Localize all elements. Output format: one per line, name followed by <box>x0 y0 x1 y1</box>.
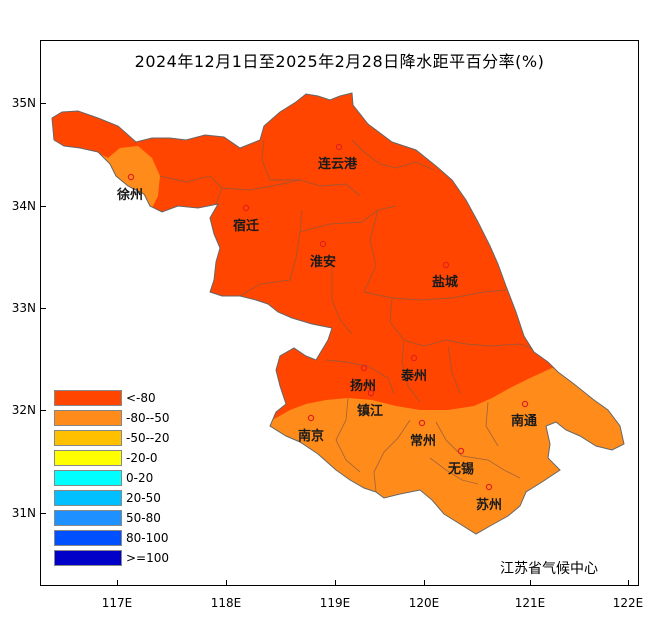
x-tick <box>117 580 118 586</box>
city-label-nanjing: 南京 <box>298 429 325 444</box>
legend-label: -80--50 <box>126 411 170 425</box>
y-tick-label: 31N <box>11 506 36 520</box>
legend-swatch <box>54 510 122 526</box>
city-label-yancheng: 盐城 <box>432 275 459 290</box>
y-tick <box>40 206 46 207</box>
y-tick-label: 33N <box>11 301 36 315</box>
city-marker <box>335 143 343 151</box>
city-label-changzhou: 常州 <box>410 434 437 449</box>
y-tick <box>40 410 46 411</box>
legend-swatch <box>54 490 122 506</box>
y-tick-label: 34N <box>11 199 36 213</box>
city-marker <box>418 419 426 427</box>
y-tick <box>40 513 46 514</box>
legend-swatch <box>54 470 122 486</box>
city-label-xuzhou: 徐州 <box>117 188 144 203</box>
legend-label: -50--20 <box>126 431 170 445</box>
y-tick-label: 35N <box>11 96 36 110</box>
city-label-suzhou: 苏州 <box>476 498 503 513</box>
legend-swatch <box>54 550 122 566</box>
x-tick <box>424 580 425 586</box>
city-marker <box>521 400 529 408</box>
legend-label: >=100 <box>126 551 170 565</box>
city-marker <box>410 354 418 362</box>
city-label-nantong: 南通 <box>511 414 538 429</box>
city-marker <box>367 389 375 397</box>
map-title: 2024年12月1日至2025年2月28日降水距平百分率(%) <box>134 52 545 71</box>
x-tick-label: 121E <box>514 596 546 610</box>
x-tick-label: 120E <box>408 596 440 610</box>
y-tick-label: 32N <box>11 403 36 417</box>
legend-label: 20-50 <box>126 491 161 505</box>
y-tick <box>40 103 46 104</box>
legend-label: 50-80 <box>126 511 161 525</box>
x-tick <box>628 580 629 586</box>
city-marker <box>127 173 135 181</box>
city-marker <box>442 261 450 269</box>
x-tick <box>335 580 336 586</box>
city-label-suqian: 宿迁 <box>233 219 260 234</box>
x-tick <box>226 580 227 586</box>
city-label-taizhou: 泰州 <box>401 369 428 384</box>
city-label-yangzhou: 扬州 <box>350 379 377 394</box>
legend-label: <-80 <box>126 391 156 405</box>
city-marker <box>457 447 465 455</box>
legend-swatch <box>54 450 122 466</box>
legend-swatch <box>54 530 122 546</box>
city-label-zhenjiang: 镇江 <box>357 404 384 419</box>
x-tick-label: 117E <box>101 596 133 610</box>
y-tick <box>40 308 46 309</box>
x-tick-label: 122E <box>612 596 644 610</box>
city-marker <box>319 240 327 248</box>
legend-swatch <box>54 410 122 426</box>
city-marker <box>307 414 315 422</box>
legend-label: -20-0 <box>126 451 158 465</box>
city-marker <box>485 483 493 491</box>
legend-label: 0-20 <box>126 471 154 485</box>
x-tick <box>530 580 531 586</box>
legend-swatch <box>54 430 122 446</box>
x-tick-label: 119E <box>319 596 351 610</box>
credit-text: 江苏省气候中心 <box>500 561 598 577</box>
legend-label: 80-100 <box>126 531 169 545</box>
city-label-wuxi: 无锡 <box>448 462 475 477</box>
city-label-huaian: 淮安 <box>310 255 337 270</box>
city-marker <box>360 364 368 372</box>
x-tick-label: 118E <box>210 596 242 610</box>
legend-swatch <box>54 390 122 406</box>
city-label-lianyungang: 连云港 <box>318 157 358 172</box>
city-marker <box>242 204 250 212</box>
